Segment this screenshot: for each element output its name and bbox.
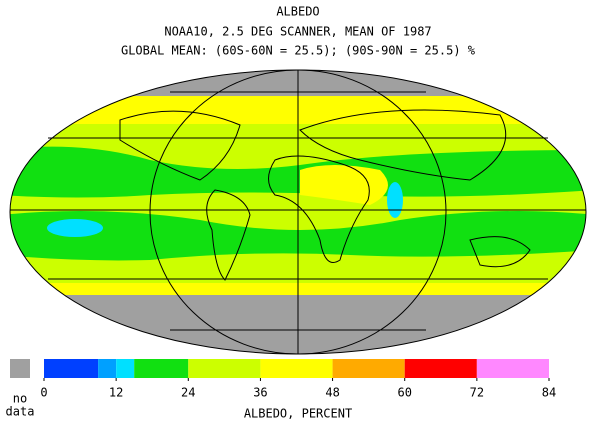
colorbar-bin [332, 359, 405, 378]
colorbar-tick-label: 0 [40, 386, 47, 400]
no-data-label: data [6, 405, 35, 419]
global-mean: GLOBAL MEAN: (60S-60N = 25.5); (90S-90N … [121, 44, 476, 58]
colorbar-tick-label: 72 [470, 386, 484, 400]
title: ALBEDO [276, 5, 319, 19]
colorbar-tick-label: 12 [109, 386, 123, 400]
colorbar-axis-label: ALBEDO, PERCENT [244, 407, 352, 421]
colorbar-bin [116, 359, 135, 378]
subtitle: NOAA10, 2.5 DEG SCANNER, MEAN OF 1987 [164, 25, 431, 39]
colorbar-tick-label: 84 [542, 386, 556, 400]
sahara [300, 165, 388, 205]
colorbar-bin [44, 359, 99, 378]
colorbar-bin [98, 359, 117, 378]
low-albedo-patch [47, 219, 103, 237]
africa [268, 155, 370, 263]
graticule [9, 69, 587, 355]
eurasia [299, 109, 507, 181]
colorbar-bin [134, 359, 189, 378]
no-data-label: no [13, 392, 27, 406]
colorbar-bin [260, 359, 333, 378]
low-albedo-patch [387, 182, 403, 218]
australia [469, 236, 531, 268]
colorbar-bin [404, 359, 477, 378]
north-america [119, 110, 241, 181]
colorbar-tick-label: 24 [181, 386, 195, 400]
colorbar-tick-label: 48 [325, 386, 339, 400]
colorbar-bin [476, 359, 549, 378]
coastlines [119, 109, 531, 281]
colorbar-bin [188, 359, 261, 378]
colorbar-tick-label: 60 [397, 386, 411, 400]
south-america [206, 189, 251, 281]
colorbar-tick-label: 36 [253, 386, 267, 400]
no-data-swatch [10, 359, 30, 378]
